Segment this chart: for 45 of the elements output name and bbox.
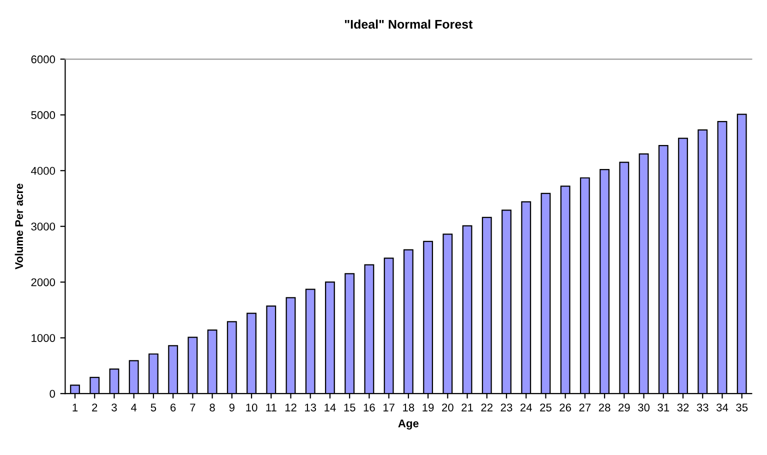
x-tick-label: 7 bbox=[190, 404, 196, 412]
x-tick-label: 9 bbox=[229, 404, 234, 412]
x-tick-label: 16 bbox=[364, 404, 375, 412]
x-tick-label: 19 bbox=[422, 404, 434, 412]
x-tick-label: 2 bbox=[92, 404, 98, 412]
y-tick-label: 1000 bbox=[32, 334, 56, 342]
x-tick-label: 1 bbox=[72, 404, 78, 412]
y-tick-label: 0 bbox=[50, 390, 56, 398]
x-tick-label: 10 bbox=[246, 404, 258, 412]
x-tick-label: 17 bbox=[383, 404, 394, 412]
x-tick-label: 13 bbox=[305, 404, 316, 412]
x-tick-label: 31 bbox=[658, 404, 670, 412]
y-tick-label: 2000 bbox=[31, 278, 56, 286]
x-tick-label: 28 bbox=[598, 404, 610, 412]
x-tick-label: 4 bbox=[131, 404, 137, 412]
x-tick-label: 3 bbox=[112, 404, 117, 412]
y-tick-label: 3000 bbox=[31, 222, 56, 230]
x-tick-label: 24 bbox=[520, 404, 532, 412]
x-tick-label: 8 bbox=[210, 404, 215, 412]
x-tick-label: 25 bbox=[540, 404, 552, 412]
x-tick-label: 15 bbox=[344, 404, 356, 412]
x-tick-label: 5 bbox=[150, 404, 156, 412]
y-axis-title: Volume Per acre bbox=[14, 184, 24, 270]
x-tick-label: 6 bbox=[170, 404, 176, 412]
y-tick-label: 4000 bbox=[31, 166, 56, 175]
x-tick-label: 22 bbox=[481, 404, 493, 412]
chart-title: "Ideal" Normal Forest bbox=[344, 20, 473, 29]
y-tick-label: 5000 bbox=[31, 111, 56, 120]
x-tick-label: 35 bbox=[736, 404, 748, 412]
x-tick-label: 26 bbox=[560, 404, 572, 412]
y-tick-label: 6000 bbox=[31, 55, 56, 64]
x-axis-title: Age bbox=[398, 420, 419, 430]
x-tick-label: 18 bbox=[403, 404, 414, 412]
x-tick-label: 23 bbox=[500, 404, 512, 412]
x-tick-label: 21 bbox=[462, 404, 473, 412]
x-tick-label: 12 bbox=[285, 404, 296, 412]
x-tick-label: 11 bbox=[266, 404, 276, 412]
x-tick-label: 33 bbox=[696, 404, 708, 412]
x-tick-label: 30 bbox=[638, 404, 650, 412]
x-tick-label: 27 bbox=[579, 404, 591, 412]
x-tick-label: 29 bbox=[618, 404, 630, 412]
x-tick-label: 32 bbox=[677, 404, 689, 412]
x-tick-label: 20 bbox=[442, 404, 454, 412]
x-tick-label: 34 bbox=[716, 404, 728, 412]
x-tick-label: 14 bbox=[324, 404, 336, 412]
